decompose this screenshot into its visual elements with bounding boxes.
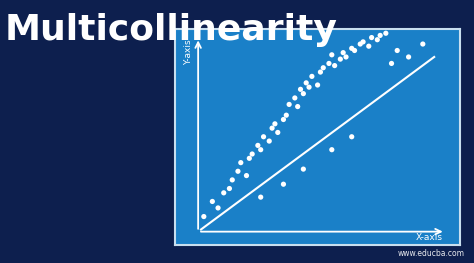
- Text: www.educba.com: www.educba.com: [398, 249, 465, 258]
- Point: [365, 44, 373, 48]
- Point: [351, 48, 358, 53]
- Point: [234, 169, 242, 173]
- Point: [337, 57, 344, 61]
- Text: Y-axis: Y-axis: [184, 40, 193, 65]
- Point: [356, 42, 364, 46]
- Point: [228, 178, 236, 182]
- Point: [280, 182, 287, 186]
- Point: [257, 195, 264, 199]
- Point: [348, 46, 356, 50]
- Point: [268, 126, 276, 130]
- Point: [328, 53, 336, 57]
- Point: [314, 83, 321, 87]
- Point: [376, 33, 384, 38]
- Point: [285, 102, 293, 107]
- Point: [294, 104, 301, 109]
- Point: [257, 148, 264, 152]
- Point: [200, 214, 208, 219]
- Point: [317, 70, 324, 74]
- Point: [226, 186, 233, 191]
- Point: [319, 66, 327, 70]
- Point: [348, 135, 356, 139]
- Point: [248, 152, 256, 156]
- Point: [302, 81, 310, 85]
- Point: [325, 61, 333, 65]
- Point: [339, 50, 347, 55]
- Point: [283, 113, 290, 117]
- Point: [254, 143, 262, 148]
- Point: [300, 92, 307, 96]
- Point: [280, 117, 287, 122]
- Point: [291, 96, 299, 100]
- Point: [331, 63, 338, 68]
- Point: [405, 55, 412, 59]
- Point: [214, 206, 222, 210]
- Point: [271, 122, 279, 126]
- Point: [300, 167, 307, 171]
- Point: [274, 130, 282, 135]
- Point: [305, 85, 313, 89]
- Point: [243, 174, 250, 178]
- Point: [393, 48, 401, 53]
- Text: X-axis: X-axis: [416, 234, 443, 242]
- Point: [265, 139, 273, 143]
- Point: [359, 40, 367, 44]
- Point: [342, 55, 350, 59]
- Point: [246, 156, 253, 160]
- Point: [419, 42, 427, 46]
- Point: [237, 160, 245, 165]
- Point: [260, 135, 267, 139]
- Point: [297, 87, 304, 92]
- Point: [382, 31, 390, 35]
- Point: [328, 148, 336, 152]
- Text: Multicollinearity: Multicollinearity: [5, 13, 337, 47]
- Point: [388, 61, 395, 65]
- Point: [220, 191, 228, 195]
- Point: [374, 38, 381, 42]
- Point: [308, 74, 316, 78]
- Point: [368, 36, 375, 40]
- Point: [209, 199, 216, 204]
